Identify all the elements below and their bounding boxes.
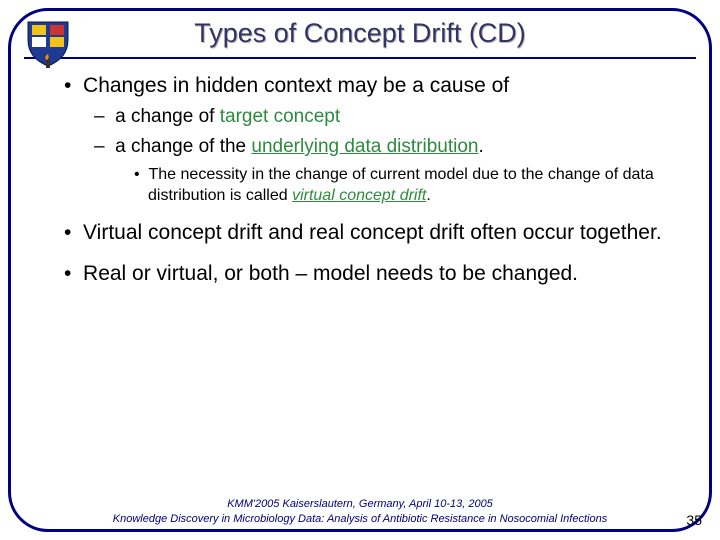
footer-line-2: Knowledge Discovery in Microbiology Data… [0, 512, 720, 526]
slide-frame [8, 8, 712, 532]
page-number: 35 [686, 512, 702, 528]
footer: KMM'2005 Kaiserslautern, Germany, April … [0, 497, 720, 526]
footer-line-1: KMM'2005 Kaiserslautern, Germany, April … [0, 497, 720, 511]
university-logo [26, 20, 70, 68]
